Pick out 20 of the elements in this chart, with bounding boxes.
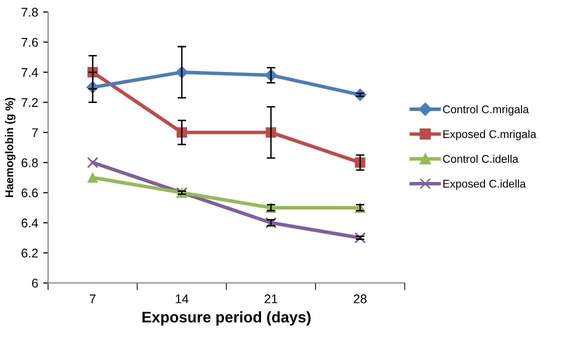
x-tick-label: 7 xyxy=(90,294,96,304)
x-tick-label: 14 xyxy=(176,294,188,304)
y-axis-title: Haemoglobin (g %) xyxy=(5,98,16,198)
y-tick-label: 6.8 xyxy=(22,158,38,168)
y-tick-label: 6 xyxy=(32,278,38,288)
y-tick-label: 6.6 xyxy=(22,188,38,198)
x-axis-title: Exposure period (days) xyxy=(142,311,311,326)
y-tick-label: 7.4 xyxy=(22,68,38,77)
legend-label: Control C.idella xyxy=(443,154,518,163)
x-tick-label: 28 xyxy=(354,294,367,304)
legend-label: Exposed C.idella xyxy=(443,180,526,190)
y-tick-label: 6.4 xyxy=(22,218,38,228)
legend-label: Control C.mrigala xyxy=(443,105,529,116)
y-tick-label: 7.6 xyxy=(22,38,38,47)
legend-label: Exposed C.mrigala xyxy=(443,130,536,140)
x-tick-label: 21 xyxy=(264,294,278,304)
y-tick-label: 7.2 xyxy=(22,98,38,107)
y-tick-label: 7.8 xyxy=(22,8,38,17)
y-tick-label: 6.2 xyxy=(22,248,38,258)
y-tick-label: 7 xyxy=(32,128,38,137)
